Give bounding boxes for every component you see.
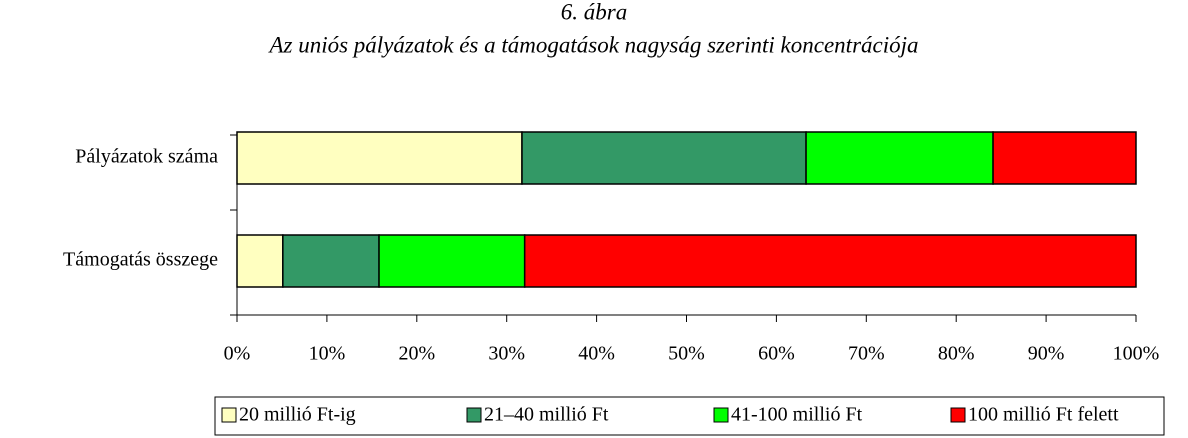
x-tick-label: 50% [668,343,705,365]
bar-segment [282,234,380,288]
chart-title: 6. ábra [561,0,627,24]
x-tick-label: 20% [398,343,435,365]
y-tick-label: Támogatás összege [63,249,218,271]
x-tick-label: 70% [848,343,885,365]
chart-subtitle: Az uniós pályázatok és a támogatások nag… [267,32,918,57]
legend-swatch [466,407,482,423]
bar-segment [236,234,284,288]
legend-label: 21–40 millió Ft [484,404,609,426]
legend-label: 41-100 millió Ft [731,404,863,426]
bar-segment [236,131,523,185]
x-tick-label: 30% [488,343,525,365]
x-tick-label: 90% [1028,343,1065,365]
bar-segment [523,234,1137,288]
y-tick-label: Pályázatok száma [75,146,218,168]
legend-swatch [713,407,729,423]
legend-swatch [950,407,966,423]
x-tick-label: 100% [1113,343,1160,365]
bar-segment [521,131,807,185]
x-tick-label: 80% [938,343,975,365]
x-tick-label: 10% [309,343,346,365]
x-tick-label: 40% [578,343,615,365]
legend-swatch [221,407,237,423]
bar-segment [992,131,1137,185]
x-tick-label: 60% [758,343,795,365]
legend-label: 100 millió Ft felett [968,404,1119,426]
bar-segment [378,234,526,288]
x-tick-label: 0% [224,343,251,365]
legend [214,396,1165,436]
legend-label: 20 millió Ft-ig [239,404,356,426]
bar-segment [805,131,994,185]
